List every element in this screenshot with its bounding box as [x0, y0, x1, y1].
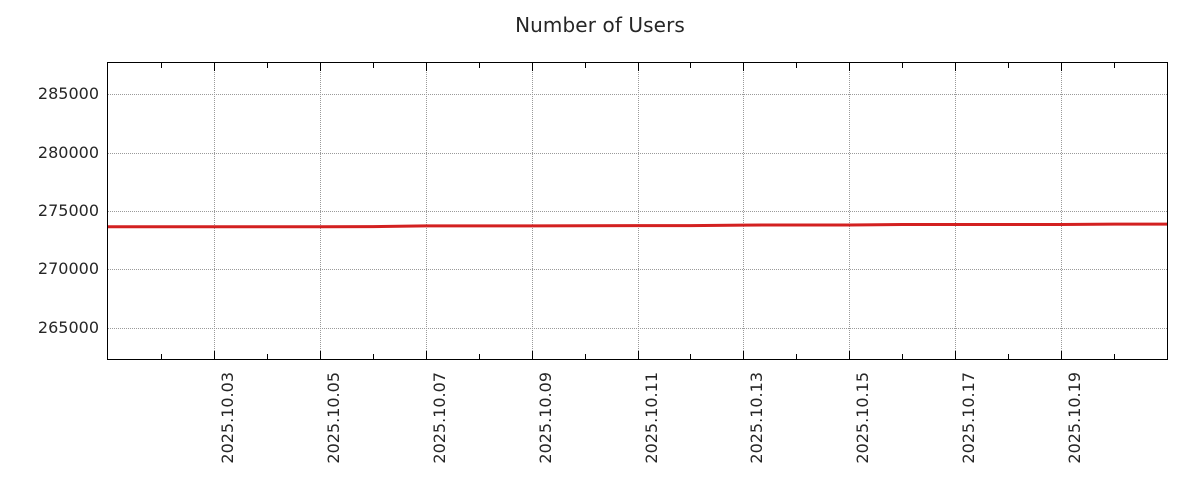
x-axis-minor-tick — [902, 354, 904, 359]
x-axis-minor-tick-top — [584, 63, 586, 68]
x-axis-minor-tick — [160, 354, 162, 359]
x-axis-tick-label: 2025.10.03 — [217, 372, 237, 464]
plot-area — [107, 62, 1168, 360]
y-axis-tick-label: 275000 — [37, 201, 99, 220]
data-line-layer — [108, 63, 1167, 359]
gridline-vertical — [849, 63, 851, 359]
gridline-vertical — [955, 63, 957, 359]
x-axis-minor-tick — [478, 354, 480, 359]
x-axis-tick — [955, 351, 957, 359]
x-axis-tick-label: 2025.10.19 — [1065, 372, 1085, 464]
gridline-vertical — [319, 63, 321, 359]
x-axis-tick-top — [425, 63, 427, 71]
x-axis-tick — [849, 351, 851, 359]
plot-inner — [108, 63, 1167, 359]
x-axis-tick-label: 2025.10.11 — [641, 372, 661, 464]
x-axis-tick-label: 2025.10.07 — [429, 372, 449, 464]
x-axis-minor-tick — [1114, 354, 1116, 359]
x-axis-minor-tick-top — [1114, 63, 1116, 68]
x-axis-tick — [637, 351, 639, 359]
series-line-number-of-users — [108, 224, 1167, 227]
x-axis-minor-tick-top — [796, 63, 798, 68]
x-axis-minor-tick-top — [478, 63, 480, 68]
x-axis-tick — [425, 351, 427, 359]
x-axis-tick-top — [849, 63, 851, 71]
y-axis-tick-label: 265000 — [37, 317, 99, 337]
x-axis-minor-tick-top — [266, 63, 268, 68]
gridline-vertical — [531, 63, 533, 359]
gridline-vertical — [213, 63, 215, 359]
x-axis-minor-tick-top — [372, 63, 374, 68]
x-axis-tick — [1061, 351, 1063, 359]
x-axis-minor-tick — [796, 354, 798, 359]
x-axis-minor-tick — [690, 354, 692, 359]
gridline-vertical — [743, 63, 745, 359]
x-axis-tick-top — [1061, 63, 1063, 71]
x-axis-tick — [213, 351, 215, 359]
y-axis-tick-label: 270000 — [37, 259, 99, 279]
x-axis-minor-tick — [266, 354, 268, 359]
x-axis-tick — [319, 351, 321, 359]
y-axis-tick-label: 280000 — [37, 142, 99, 162]
x-axis-tick-top — [319, 63, 321, 71]
x-axis-tick — [531, 351, 533, 359]
gridline-vertical — [1061, 63, 1063, 359]
chart-title: Number of Users — [515, 13, 685, 37]
x-axis-minor-tick-top — [902, 63, 904, 68]
x-axis-tick-label: 2025.10.09 — [535, 372, 555, 464]
x-axis-tick-label: 2025.10.05 — [323, 372, 343, 464]
x-axis-minor-tick-top — [160, 63, 162, 68]
x-axis-minor-tick — [584, 354, 586, 359]
gridline-vertical — [425, 63, 427, 359]
x-axis-minor-tick-top — [1008, 63, 1010, 68]
x-axis-tick-label: 2025.10.13 — [747, 372, 767, 464]
x-axis-minor-tick — [1008, 354, 1010, 359]
x-axis-tick-label: 2025.10.17 — [959, 372, 979, 464]
x-axis-minor-tick — [372, 354, 374, 359]
x-axis-tick-top — [955, 63, 957, 71]
y-axis-tick-label: 285000 — [37, 84, 99, 104]
x-axis-minor-tick-top — [690, 63, 692, 68]
x-axis-tick-top — [637, 63, 639, 71]
x-axis-tick-label: 2025.10.15 — [853, 372, 873, 464]
x-axis-tick-top — [743, 63, 745, 71]
x-axis-tick-top — [531, 63, 533, 71]
gridline-vertical — [637, 63, 639, 359]
x-axis-tick-top — [213, 63, 215, 71]
x-axis-tick — [743, 351, 745, 359]
